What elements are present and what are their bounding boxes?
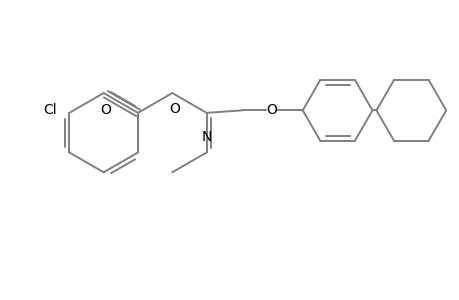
Text: O: O bbox=[169, 102, 180, 116]
Text: Cl: Cl bbox=[44, 103, 57, 117]
Text: O: O bbox=[266, 103, 277, 117]
Text: O: O bbox=[100, 103, 111, 117]
Text: N: N bbox=[201, 130, 211, 144]
